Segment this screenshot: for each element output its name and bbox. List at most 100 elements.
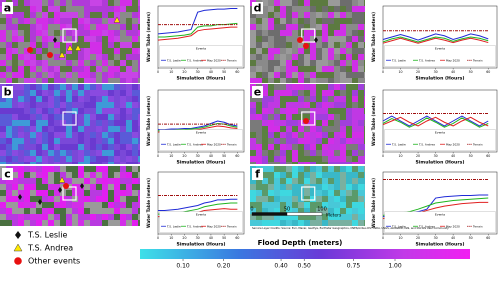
map-cell xyxy=(60,208,66,214)
map-cell xyxy=(292,208,298,214)
map-cell xyxy=(78,138,84,144)
map-cell xyxy=(108,196,114,202)
map-cell xyxy=(268,84,274,90)
map-cell xyxy=(316,132,322,138)
map-cell xyxy=(126,214,132,220)
map-cell xyxy=(96,162,102,164)
map-cell xyxy=(304,202,310,208)
map-cell xyxy=(0,144,6,150)
legend-label: T.S. Leslie xyxy=(166,142,181,146)
map-cell xyxy=(352,6,358,12)
map-cell xyxy=(292,18,298,24)
map-cell xyxy=(340,184,346,190)
map-cell xyxy=(280,54,286,60)
map-cell xyxy=(322,36,328,42)
map-cell xyxy=(322,126,328,132)
map-cell xyxy=(256,156,262,162)
map-cell xyxy=(36,0,42,6)
map-cell xyxy=(108,48,114,54)
map-cell xyxy=(358,156,364,162)
map-cell xyxy=(262,214,268,220)
map-cell xyxy=(304,90,310,96)
map-cell xyxy=(256,108,262,114)
map-cell xyxy=(36,102,42,108)
map-cell xyxy=(292,126,298,132)
map-cell xyxy=(30,220,36,226)
map-cell xyxy=(274,114,280,120)
map-cell xyxy=(274,24,280,30)
map-cell xyxy=(286,30,292,36)
map-cell xyxy=(274,184,280,190)
map-cell xyxy=(292,78,298,83)
map-cell xyxy=(48,84,54,90)
map-cell xyxy=(286,6,292,12)
map-cell xyxy=(84,166,90,172)
map-cell xyxy=(340,30,346,36)
map-cell xyxy=(262,166,268,172)
map-cell xyxy=(36,214,42,220)
map-cell xyxy=(352,54,358,60)
map-cell xyxy=(126,220,132,226)
map-cell xyxy=(30,42,36,48)
map-cell xyxy=(358,178,364,184)
map-cell xyxy=(316,18,322,24)
map-cell xyxy=(120,202,126,208)
map-cell xyxy=(78,162,84,164)
map-cell xyxy=(340,84,346,90)
map-cell xyxy=(346,126,352,132)
series-line xyxy=(382,37,489,44)
map-cell xyxy=(12,0,18,6)
scale-bar-label: 100 xyxy=(317,207,327,213)
map-cell xyxy=(84,66,90,72)
map-cell xyxy=(340,126,346,132)
map-cell xyxy=(24,42,30,48)
map-cell xyxy=(18,138,24,144)
map-cell xyxy=(352,184,358,190)
map-cell xyxy=(96,166,102,172)
map-cell xyxy=(322,78,328,83)
map-cell xyxy=(24,196,30,202)
map-cell xyxy=(24,102,30,108)
map-cell xyxy=(114,108,120,114)
map-cell xyxy=(316,102,322,108)
map-cell xyxy=(316,172,322,178)
map-cell xyxy=(132,12,138,18)
map-cell xyxy=(18,208,24,214)
legend-label: T.S. Andrea xyxy=(186,142,203,146)
map-cell xyxy=(346,150,352,156)
map-cell xyxy=(334,96,340,102)
map-cell xyxy=(268,156,274,162)
map-cell xyxy=(268,114,274,120)
map-cell xyxy=(250,120,256,126)
map-cell xyxy=(334,30,340,36)
map-cell xyxy=(126,60,132,66)
map-cell xyxy=(114,144,120,150)
map-cell xyxy=(42,54,48,60)
map-cell xyxy=(84,132,90,138)
map-cell xyxy=(48,144,54,150)
map-cell xyxy=(108,202,114,208)
map-cell xyxy=(30,6,36,12)
map-cell xyxy=(328,220,334,226)
map-cell xyxy=(114,120,120,126)
series-line xyxy=(382,116,489,127)
map-cell xyxy=(316,90,322,96)
x-tick-label: 20 xyxy=(416,236,420,240)
map-cell xyxy=(268,24,274,30)
map-cell xyxy=(96,66,102,72)
map-cell xyxy=(322,42,328,48)
legend-label: Terrain xyxy=(472,58,483,62)
panel-label-bg xyxy=(2,168,13,180)
map-cell xyxy=(30,96,36,102)
map-cell xyxy=(256,60,262,66)
map-cell xyxy=(72,190,78,196)
map-cell xyxy=(280,190,286,196)
map-cell xyxy=(84,162,90,164)
map-cell xyxy=(84,6,90,12)
map-cell xyxy=(90,72,96,78)
map-cell xyxy=(138,196,140,202)
map-cell xyxy=(340,78,346,83)
map-cell xyxy=(126,114,132,120)
map-cell xyxy=(108,24,114,30)
map-cell xyxy=(346,184,352,190)
